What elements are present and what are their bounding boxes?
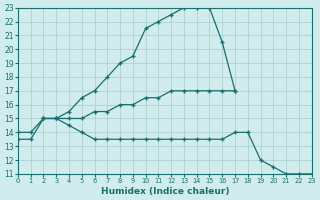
X-axis label: Humidex (Indice chaleur): Humidex (Indice chaleur) — [100, 187, 229, 196]
